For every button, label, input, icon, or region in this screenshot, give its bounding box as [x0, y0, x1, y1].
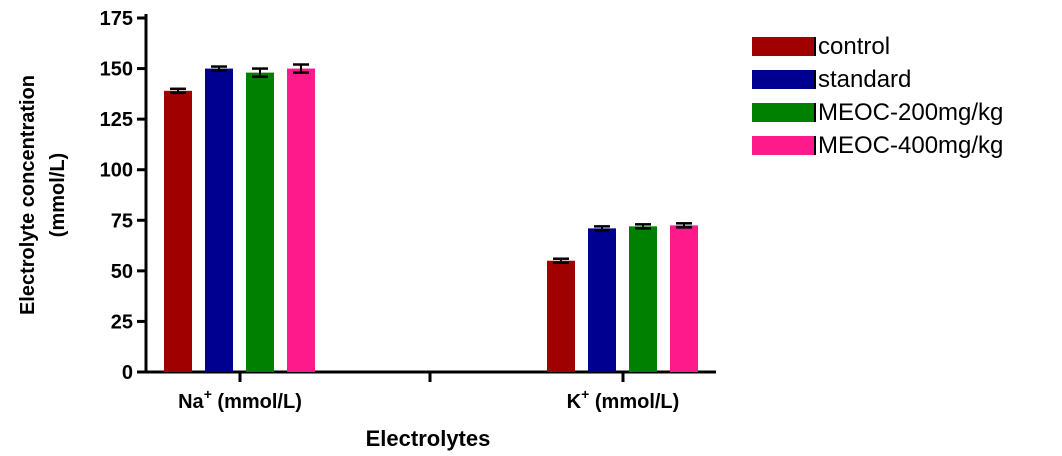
x-category-label: Na+ (mmol/L) — [178, 386, 302, 413]
legend-label-control: control — [818, 32, 891, 60]
legend: control standard MEOC-200mg/kg MEOC-400m… — [752, 30, 1003, 162]
legend-swatch-meoc-200 — [752, 103, 816, 122]
y-tick-label: 0 — [122, 362, 133, 384]
bar — [670, 225, 698, 372]
y-axis-title: Electrolyte concentration (mmol/L) — [17, 75, 69, 315]
legend-item-standard: standard — [752, 63, 1003, 96]
bars-group — [164, 63, 698, 373]
y-tick-label: 75 — [111, 210, 133, 232]
y-tick-label: 25 — [111, 311, 133, 333]
bar — [287, 68, 315, 373]
axes: 0 25 50 75 100 125 150 175 — [100, 8, 716, 384]
y-axis-title-line: (mmol/L) — [47, 153, 69, 237]
y-tick-label: 150 — [100, 59, 133, 81]
bar — [164, 90, 192, 372]
y-tick-label: 125 — [100, 109, 133, 131]
x-category-labels: Na+ (mmol/L) K+ (mmol/L) — [178, 386, 679, 413]
y-tick-label: 50 — [111, 261, 133, 283]
y-axis-title-line: Electrolyte concentration — [17, 75, 39, 315]
legend-label-standard: standard — [818, 65, 912, 93]
bar — [246, 72, 274, 373]
legend-item-meoc-200: MEOC-200mg/kg — [752, 96, 1003, 129]
legend-item-meoc-400: MEOC-400mg/kg — [752, 129, 1003, 162]
legend-swatch-standard — [752, 70, 816, 89]
bar — [629, 226, 657, 372]
y-tick-label: 175 — [100, 8, 133, 30]
legend-item-control: control — [752, 30, 1003, 63]
legend-swatch-meoc-400 — [752, 136, 816, 155]
y-tick-label: 100 — [100, 160, 133, 182]
bar — [205, 68, 233, 373]
legend-label-meoc-200: MEOC-200mg/kg — [818, 98, 1004, 126]
legend-label-meoc-400: MEOC-400mg/kg — [818, 131, 1004, 159]
x-category-label: K+ (mmol/L) — [567, 386, 680, 413]
bar — [588, 228, 616, 372]
bar — [547, 260, 575, 372]
legend-swatch-control — [752, 37, 816, 56]
x-axis-title: Electrolytes — [366, 426, 491, 451]
